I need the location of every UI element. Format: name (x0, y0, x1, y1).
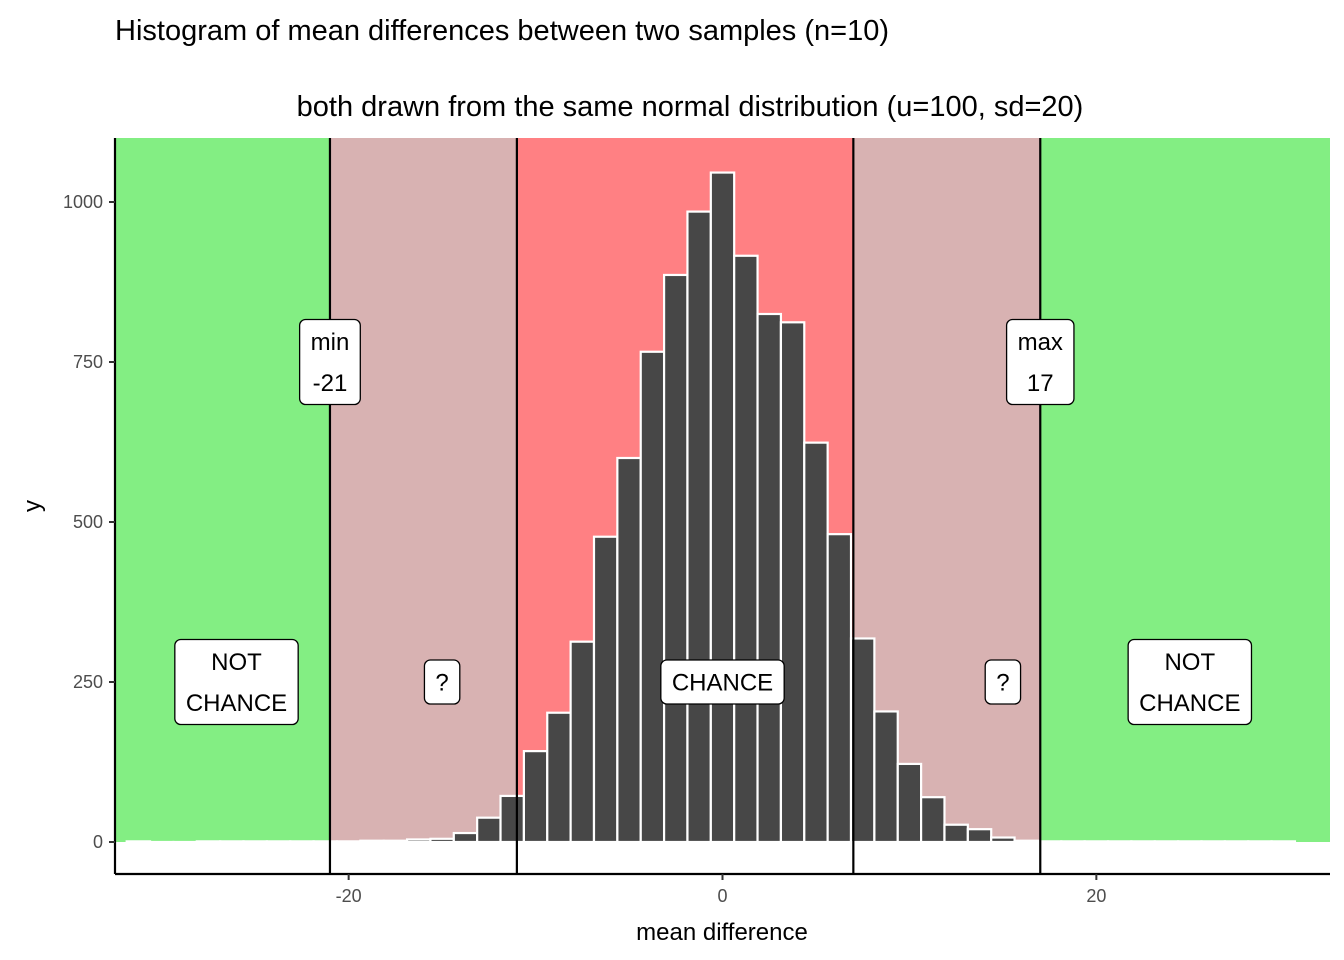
threshold-line-layer (328, 138, 1042, 874)
x-tick-label: 20 (1086, 886, 1106, 906)
y-axis-title: y (19, 500, 46, 512)
histogram-bar (569, 640, 596, 844)
histogram-bar (639, 350, 666, 844)
histogram-bar (522, 750, 549, 844)
histogram-bar (195, 840, 222, 844)
min-label: min -21 (298, 318, 361, 406)
histogram-bar (312, 840, 339, 844)
max-label: max 17 (1005, 318, 1075, 406)
annotation-text: CHANCE (186, 690, 287, 717)
y-tick-label: 500 (73, 512, 103, 532)
histogram-bar (1223, 840, 1250, 844)
histogram-bar (148, 840, 175, 844)
histogram-bar (335, 840, 362, 844)
histogram-bar (1130, 840, 1156, 844)
histogram-bar (756, 312, 783, 844)
histogram-bar (920, 796, 946, 844)
histogram-bar (242, 840, 268, 844)
annotation-text: -21 (313, 370, 348, 397)
y-tick-label: 750 (73, 352, 103, 372)
histogram-bar (896, 762, 923, 844)
histogram-bar (1036, 840, 1063, 844)
annotation-box (174, 638, 299, 726)
annotation-box (423, 659, 461, 705)
histogram-bar (966, 828, 993, 844)
histogram-bar (779, 321, 806, 844)
annotation-text: CHANCE (672, 670, 773, 697)
histogram-bar (476, 816, 502, 844)
region-uncertain-left (329, 138, 517, 842)
histogram-bar (1013, 839, 1040, 844)
histogram-bar (849, 637, 876, 844)
region-not-chance-left (115, 138, 330, 842)
histogram-bar (172, 840, 198, 844)
chance-label: CHANCE (660, 659, 785, 705)
annotation-text: ? (435, 670, 448, 697)
histogram-bar (709, 171, 736, 844)
y-tick-label: 250 (73, 672, 103, 692)
region-not-chance-right (1040, 138, 1330, 842)
histogram-bar (803, 441, 829, 844)
histogram-bar (1106, 840, 1133, 844)
histogram-bar (405, 838, 432, 844)
chart-subtitle: both drawn from the same normal distribu… (297, 91, 1084, 123)
not-chance-left-label: NOT CHANCE (174, 638, 299, 726)
histogram-bar (733, 254, 759, 844)
histogram-bar (499, 794, 525, 844)
histogram-bar (1247, 840, 1273, 844)
annotation-box (298, 318, 361, 406)
histogram-bar (1153, 840, 1180, 844)
annotation-box (660, 659, 785, 705)
not-chance-right-label: NOT CHANCE (1127, 638, 1253, 726)
annotation-text: NOT (1164, 649, 1215, 676)
histogram-bar (452, 831, 479, 844)
axes-layer: 0 250 500 750 1000 -20 0 20 (63, 138, 1330, 906)
histogram-bar (943, 823, 969, 844)
histogram-bar (873, 710, 899, 844)
histogram-bar (289, 840, 315, 844)
histogram-bar (1083, 840, 1110, 844)
histogram-bar (125, 840, 152, 844)
annotation-layer: min -21 max 17 NOT CHANCE? CHANCE ? NOT CHANCE (174, 318, 1253, 726)
histogram-bar (546, 711, 572, 844)
y-tick-label: 0 (93, 832, 103, 852)
histogram-bar (1200, 840, 1226, 844)
annotation-text: ? (996, 670, 1009, 697)
histogram-bar (1060, 840, 1086, 844)
annotation-text: min (311, 329, 350, 356)
histogram-bar (382, 839, 409, 844)
chart-title: Histogram of mean differences between tw… (115, 15, 889, 47)
histogram-bar (359, 839, 385, 844)
histogram-bar (429, 837, 455, 844)
histogram-bar (219, 840, 245, 844)
question-right-label: ? (984, 659, 1022, 705)
annotation-text: max (1018, 329, 1063, 356)
histogram-bar (662, 273, 689, 844)
annotation-box (984, 659, 1022, 705)
annotation-box (1005, 318, 1075, 406)
annotation-text: NOT (211, 649, 262, 676)
annotation-box (1127, 638, 1253, 726)
histogram-bar (686, 210, 712, 844)
annotation-text: CHANCE (1139, 690, 1240, 717)
x-tick-label: -20 (336, 886, 362, 906)
question-left-label: ? (423, 659, 461, 705)
histogram-bar (1270, 840, 1297, 844)
histogram-bar (616, 456, 642, 844)
histogram-bar (1177, 840, 1203, 844)
y-tick-label: 1000 (63, 192, 103, 212)
histogram-bar (826, 533, 853, 844)
histogram-bar (265, 840, 292, 844)
x-tick-label: 0 (717, 886, 727, 906)
annotation-text: 17 (1027, 370, 1054, 397)
x-axis-title: mean difference (636, 919, 808, 946)
histogram-bar (990, 836, 1016, 844)
histogram-bar (592, 535, 619, 844)
